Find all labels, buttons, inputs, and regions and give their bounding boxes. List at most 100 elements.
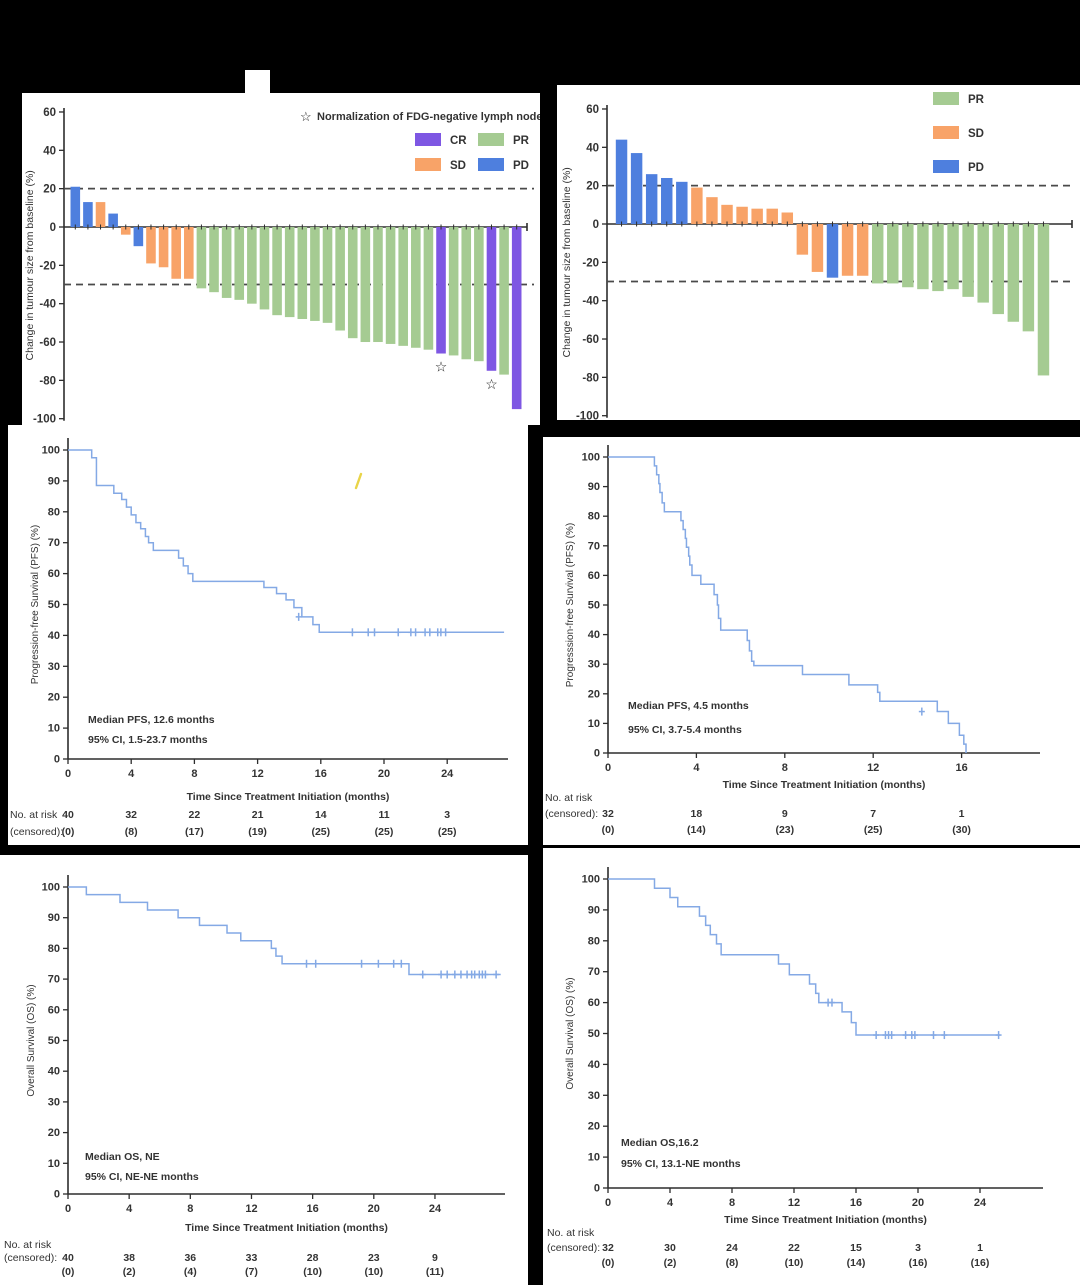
- risk-value: 18: [691, 808, 703, 820]
- y-tick-label: 0: [594, 748, 600, 760]
- bar-PD: [70, 186, 81, 227]
- y-tick-label: 20: [43, 184, 56, 196]
- risk-value: 36: [184, 1252, 196, 1264]
- legend-swatch-PR: [933, 92, 959, 105]
- y-tick-label: 50: [588, 600, 600, 612]
- risk-value: (14): [687, 824, 706, 836]
- bar-PR: [247, 227, 257, 304]
- censor-marks: [918, 707, 925, 716]
- risk-label-top: No. at risk: [4, 1239, 52, 1251]
- x-tick-label: 4: [126, 1203, 133, 1215]
- legend-swatch-SD: [933, 126, 959, 139]
- y-tick-label: 70: [588, 540, 600, 552]
- y-tick-label: 20: [48, 1127, 60, 1139]
- x-tick-label: 24: [441, 768, 454, 780]
- x-axis-label: Time Since Treatment Initiation (months): [187, 791, 390, 803]
- x-axis-label: Time Since Treatment Initiation (months): [723, 779, 926, 791]
- risk-value: 33: [246, 1252, 258, 1264]
- bar-SD: [841, 224, 854, 276]
- risk-value: 3: [915, 1242, 921, 1254]
- y-tick-label: 80: [588, 935, 600, 947]
- x-tick-label: 12: [251, 768, 263, 780]
- y-tick-label: -60: [582, 334, 599, 346]
- risk-value: 1: [959, 808, 965, 820]
- risk-value: 38: [123, 1252, 135, 1264]
- y-tick-label: 40: [48, 1066, 60, 1078]
- risk-label-top: No. at risk: [547, 1227, 595, 1239]
- risk-table: No. at risk(censored): 40 38 36 33 28 23 9 (0) (2…: [4, 1239, 444, 1278]
- bar-PR: [423, 227, 434, 350]
- legend-label: PR: [968, 94, 985, 106]
- risk-value: 28: [307, 1252, 319, 1264]
- bar-PR: [902, 224, 914, 288]
- risk-value: (25): [438, 826, 457, 838]
- y-tick-label: 20: [586, 181, 599, 193]
- risk-value: (25): [311, 826, 330, 838]
- panel-os-right: 100 90 80 70 60 50 40 30 20 10 0 0 4 8 12 16 20 24 Overall…: [543, 848, 1080, 1285]
- y-tick-label: -80: [582, 372, 599, 384]
- x-tick-label: 12: [245, 1203, 257, 1215]
- legend-swatch-CR: [415, 133, 441, 146]
- risk-value: (17): [185, 826, 204, 838]
- waterfall-bars: [615, 139, 1050, 376]
- risk-value: (0): [62, 1266, 75, 1278]
- bar-SD: [158, 227, 169, 268]
- bar-PR: [310, 227, 320, 321]
- y-axis-label: Overall Survival (OS) (%): [565, 977, 576, 1089]
- panel-pfs-right: 100 90 80 70 60 50 40 30 20 10 0 0 4 8 12 16 Progresssio…: [543, 437, 1080, 845]
- bar-PR: [221, 227, 232, 298]
- median-annotation: 95% CI, NE-NE months: [85, 1171, 199, 1183]
- bar-PR: [1022, 224, 1035, 332]
- bar-PD: [108, 213, 118, 227]
- legend-label: SD: [968, 128, 984, 140]
- risk-value: (2): [664, 1257, 677, 1269]
- x-tick-label: 20: [368, 1203, 380, 1215]
- risk-value: (2): [123, 1266, 136, 1278]
- median-annotation: Median OS,16.2: [621, 1137, 699, 1149]
- x-tick-label: 0: [605, 762, 611, 774]
- y-tick-label: 0: [594, 1183, 600, 1195]
- risk-value: 14: [315, 809, 327, 821]
- x-tick-label: 16: [315, 768, 327, 780]
- bar-PR: [347, 227, 358, 339]
- y-tick-label: 100: [582, 452, 600, 464]
- risk-value: (4): [184, 1266, 197, 1278]
- bar-PR: [234, 227, 245, 300]
- x-tick-label: 4: [128, 768, 135, 780]
- bar-PR: [474, 227, 484, 362]
- x-tick-label: 16: [307, 1203, 319, 1215]
- page-notch: [245, 70, 270, 93]
- risk-label-bottom: (censored):: [4, 1252, 57, 1264]
- x-tick-label: 16: [955, 762, 967, 774]
- waterfall-right-chart: 60 40 20 0 -20 -40 -60 -80 -100 Change in tumour …: [561, 92, 1075, 420]
- risk-value: 24: [726, 1242, 738, 1254]
- y-tick-label: 10: [588, 718, 600, 730]
- risk-label-bottom: (censored):: [547, 1242, 600, 1254]
- x-tick-label: 20: [912, 1197, 924, 1209]
- highlight-artifact: [354, 472, 363, 490]
- km-curve: [68, 449, 505, 634]
- risk-value: (8): [125, 826, 138, 838]
- bar-PR: [259, 227, 270, 310]
- waterfall-bars: [70, 186, 522, 410]
- bar-PR: [448, 227, 459, 356]
- legend-label: CR: [450, 135, 467, 147]
- bar-SD: [706, 197, 718, 224]
- y-tick-label: 50: [588, 1028, 600, 1040]
- risk-label-top: No. at risk: [545, 792, 593, 804]
- risk-value: (0): [602, 824, 615, 836]
- x-tick-label: 12: [867, 762, 879, 774]
- risk-value: (11): [426, 1266, 444, 1278]
- risk-value: 32: [602, 808, 614, 820]
- panel-waterfall-monotherapy: 60 40 20 0 -20 -40 -60 -80 -100 Change in tumour …: [557, 85, 1080, 420]
- risk-value: 22: [788, 1242, 800, 1254]
- bar-PR: [499, 227, 509, 375]
- legend-swatch-PD: [933, 160, 959, 173]
- y-tick-label: 0: [54, 754, 60, 766]
- y-tick-label: 90: [588, 481, 600, 493]
- y-tick-label: 80: [588, 511, 600, 523]
- bar-PR: [887, 224, 899, 284]
- x-tick-label: 8: [729, 1197, 735, 1209]
- y-tick-label: 0: [50, 222, 56, 234]
- median-annotation: 95% CI, 13.1-NE months: [621, 1158, 741, 1170]
